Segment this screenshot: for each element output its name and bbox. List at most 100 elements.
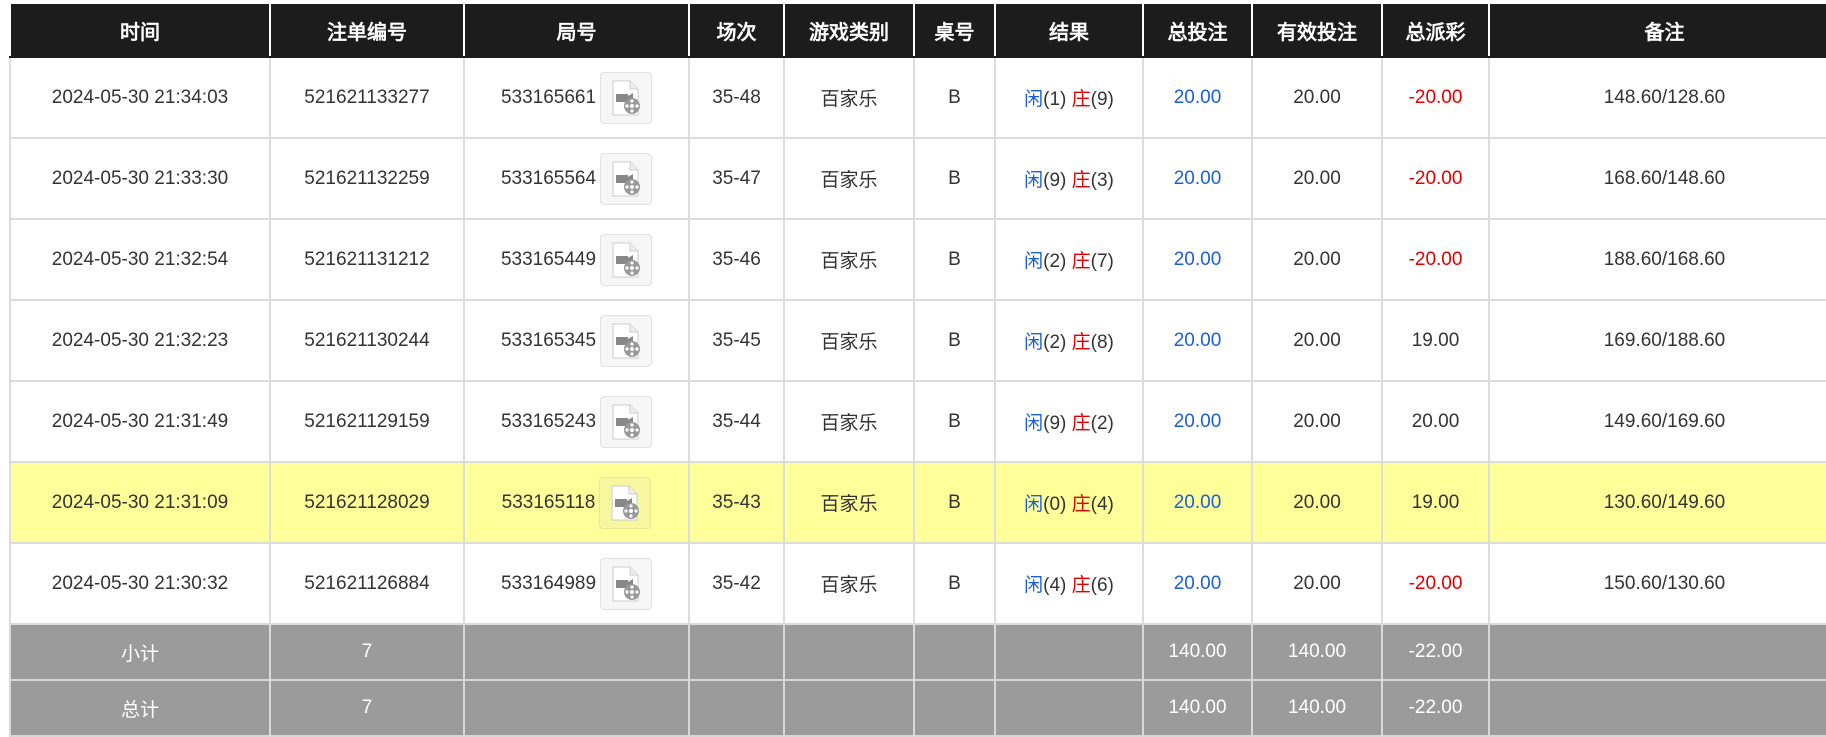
header-result: 结果	[994, 2, 1144, 58]
header-round: 局号	[463, 2, 690, 58]
table-row[interactable]: 2024-05-30 21:31:09 521621128029 533165118…	[9, 461, 1826, 544]
round-cell: 533164989	[463, 542, 690, 625]
table-cell: B	[913, 137, 996, 220]
table-row[interactable]: 2024-05-30 21:31:49 521621129159 533165243…	[9, 380, 1826, 463]
video-file-icon[interactable]	[600, 233, 653, 286]
total-bet-cell: 20.00	[1142, 218, 1253, 301]
game-cell: 百家乐	[783, 380, 915, 463]
video-file-icon[interactable]	[600, 314, 653, 367]
bet-id-cell: 521621130244	[269, 299, 465, 382]
payout-cell: 20.00	[1381, 380, 1490, 463]
time-cell: 2024-05-30 21:33:30	[9, 137, 271, 220]
header-valid-bet: 有效投注	[1251, 2, 1383, 58]
grand-total-label: 总计	[9, 679, 271, 737]
round-cell: 533165449	[463, 218, 690, 301]
note-cell: 168.60/148.60	[1488, 137, 1826, 220]
table-row[interactable]: 2024-05-30 21:33:30 521621132259 533165564…	[9, 137, 1826, 220]
grand-total-total-bet: 140.00	[1142, 679, 1253, 737]
result-cell: 闲(9) 庄(3)	[994, 137, 1144, 220]
round-cell: 533165661	[463, 56, 690, 139]
total-bet-cell: 20.00	[1142, 461, 1253, 544]
valid-bet-cell: 20.00	[1251, 56, 1383, 139]
header-table: 桌号	[913, 2, 996, 58]
shoe-cell: 35-42	[688, 542, 785, 625]
player-score: (9)	[1043, 413, 1067, 434]
subtotal-payout: -22.00	[1381, 623, 1490, 681]
round-cell: 533165118	[463, 461, 690, 544]
grand-total-row: 总计 7 140.00 140.00 -22.00	[9, 679, 1826, 737]
result-cell: 闲(4) 庄(6)	[994, 542, 1144, 625]
player-score: (1)	[1043, 89, 1067, 110]
valid-bet-cell: 20.00	[1251, 218, 1383, 301]
player-score: (0)	[1043, 494, 1067, 515]
round-number: 533165564	[500, 167, 597, 189]
table-row[interactable]: 2024-05-30 21:34:03 521621133277 533165661…	[9, 56, 1826, 139]
time-cell: 2024-05-30 21:30:32	[9, 542, 271, 625]
time-cell: 2024-05-30 21:31:09	[9, 461, 271, 544]
video-file-icon[interactable]	[600, 152, 653, 205]
result-cell: 闲(2) 庄(8)	[994, 299, 1144, 382]
round-number: 533164989	[500, 572, 597, 594]
round-number: 533165345	[500, 329, 597, 351]
player-label: 闲	[1024, 170, 1044, 191]
table-cell: B	[913, 299, 996, 382]
table-row[interactable]: 2024-05-30 21:30:32 521621126884 533164989…	[9, 542, 1826, 625]
video-file-icon[interactable]	[600, 71, 653, 124]
empty-cell	[783, 623, 915, 681]
payout-cell: -20.00	[1381, 56, 1490, 139]
banker-label: 庄	[1071, 89, 1091, 110]
round-cell: 533165243	[463, 380, 690, 463]
video-file-icon[interactable]	[600, 557, 653, 610]
valid-bet-cell: 20.00	[1251, 380, 1383, 463]
valid-bet-cell: 20.00	[1251, 461, 1383, 544]
player-label: 闲	[1024, 89, 1044, 110]
banker-score: (7)	[1090, 251, 1114, 272]
total-bet-cell: 20.00	[1142, 542, 1253, 625]
empty-cell	[994, 679, 1144, 737]
subtotal-total-bet: 140.00	[1142, 623, 1253, 681]
round-number: 533165118	[501, 491, 596, 513]
subtotal-count: 7	[269, 623, 465, 681]
player-score: (2)	[1043, 251, 1067, 272]
result-cell: 闲(2) 庄(7)	[994, 218, 1144, 301]
subtotal-row: 小计 7 140.00 140.00 -22.00	[9, 623, 1826, 681]
banker-label: 庄	[1071, 494, 1091, 515]
empty-cell	[994, 623, 1144, 681]
total-bet-cell: 20.00	[1142, 137, 1253, 220]
total-bet-cell: 20.00	[1142, 299, 1253, 382]
banker-score: (9)	[1090, 89, 1114, 110]
payout-cell: 19.00	[1381, 461, 1490, 544]
bet-id-cell: 521621133277	[269, 56, 465, 139]
table-row[interactable]: 2024-05-30 21:32:54 521621131212 533165449…	[9, 218, 1826, 301]
empty-cell	[783, 679, 915, 737]
banker-label: 庄	[1071, 170, 1091, 191]
video-file-icon[interactable]	[600, 395, 653, 448]
player-score: (2)	[1043, 332, 1067, 353]
empty-cell	[688, 679, 785, 737]
empty-cell	[913, 679, 996, 737]
shoe-cell: 35-43	[688, 461, 785, 544]
round-number: 533165243	[500, 410, 597, 432]
empty-cell	[463, 623, 690, 681]
header-shoe: 场次	[688, 2, 785, 58]
banker-label: 庄	[1071, 332, 1091, 353]
bet-id-cell: 521621131212	[269, 218, 465, 301]
grand-total-payout: -22.00	[1381, 679, 1490, 737]
shoe-cell: 35-44	[688, 380, 785, 463]
banker-score: (3)	[1090, 170, 1114, 191]
note-cell: 148.60/128.60	[1488, 56, 1826, 139]
result-cell: 闲(1) 庄(9)	[994, 56, 1144, 139]
table-row[interactable]: 2024-05-30 21:32:23 521621130244 533165345…	[9, 299, 1826, 382]
table-cell: B	[913, 380, 996, 463]
header-row: 时间 注单编号 局号 场次 游戏类别 桌号 结果 总投注 有效投注 总派彩 备注	[9, 2, 1826, 58]
result-cell: 闲(0) 庄(4)	[994, 461, 1144, 544]
shoe-cell: 35-48	[688, 56, 785, 139]
player-label: 闲	[1024, 494, 1044, 515]
grand-total-valid-bet: 140.00	[1251, 679, 1383, 737]
video-file-icon[interactable]	[599, 476, 652, 529]
valid-bet-cell: 20.00	[1251, 542, 1383, 625]
round-number: 533165449	[500, 248, 597, 270]
subtotal-valid-bet: 140.00	[1251, 623, 1383, 681]
empty-cell	[1488, 679, 1826, 737]
note-cell: 188.60/168.60	[1488, 218, 1826, 301]
